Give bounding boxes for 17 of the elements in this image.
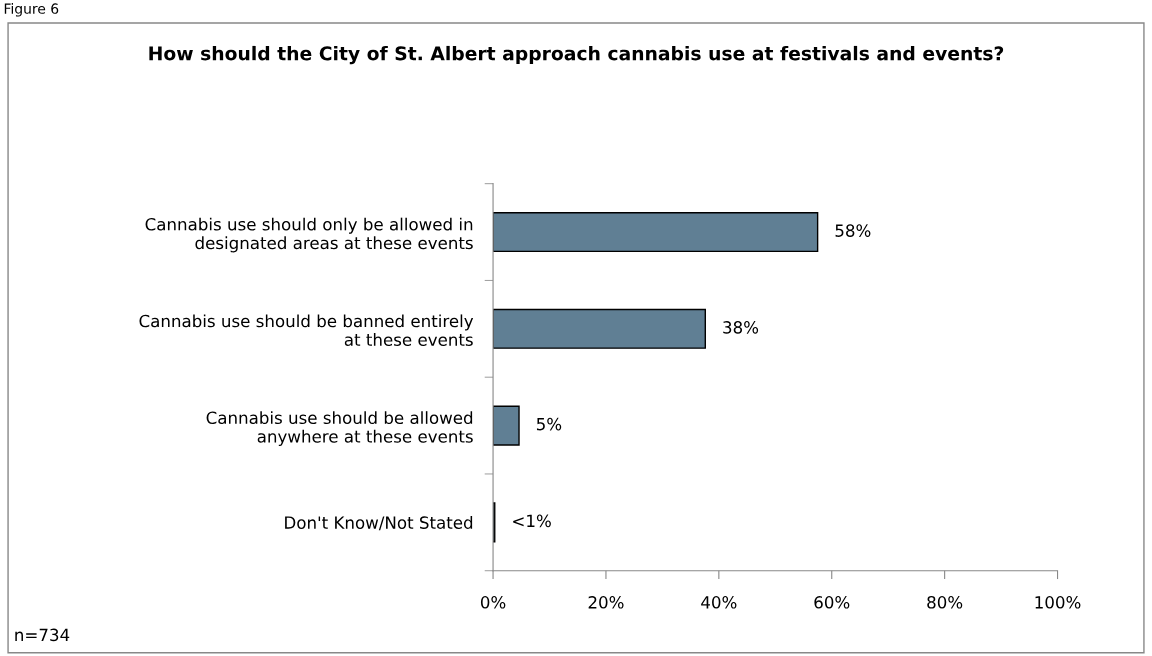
- data-label: <1%: [513, 514, 551, 528]
- y-tick-label: Cannabis use should only be allowed in designated areas at these events: [145, 217, 473, 253]
- data-label: 5%: [536, 417, 562, 431]
- x-tick-label: 60%: [814, 596, 850, 609]
- x-tick-label: 100%: [1035, 596, 1081, 609]
- y-tick-label: Cannabis use should be banned entirely at these events: [139, 314, 474, 346]
- x-tick-label: 0%: [480, 596, 506, 609]
- chart-title: How should the City of St. Albert approach cannabis use at festivals and events?: [149, 45, 1004, 65]
- data-label: 58%: [835, 224, 871, 237]
- text: n=734: [15, 628, 70, 642]
- data-label: 38%: [723, 321, 759, 334]
- caption: Figure 6: [4, 3, 59, 17]
- x-tick-label: 20%: [588, 596, 624, 609]
- y-tick-label: Cannabis use should be allowed anywhere at these events: [206, 411, 473, 446]
- x-tick-label: 40%: [701, 596, 737, 609]
- x-tick-label: 80%: [927, 596, 963, 609]
- y-tick-label: Don't Know/Not Stated: [285, 516, 473, 531]
